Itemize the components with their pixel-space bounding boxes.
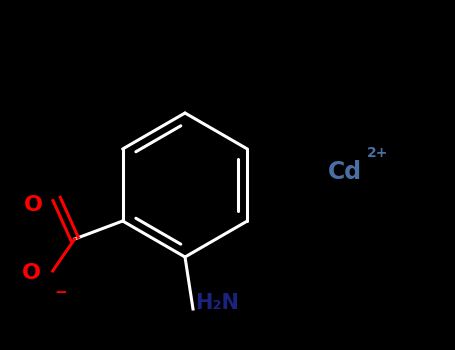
Text: −: −: [55, 285, 67, 300]
Text: O: O: [24, 195, 43, 215]
Text: O: O: [22, 263, 40, 283]
Text: 2+: 2+: [367, 146, 389, 160]
Text: Cd: Cd: [328, 160, 362, 184]
Text: H₂N: H₂N: [195, 293, 239, 313]
